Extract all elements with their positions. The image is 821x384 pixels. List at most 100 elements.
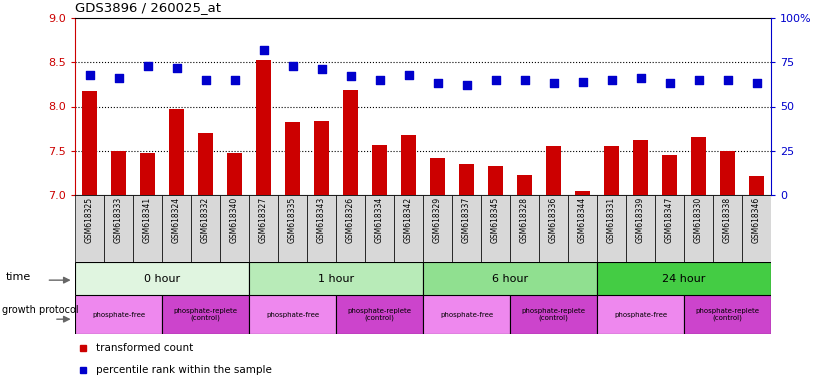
Bar (684, 195, 713, 262)
Bar (713, 195, 742, 262)
Text: 0 hour: 0 hour (144, 273, 180, 283)
Text: GDS3896 / 260025_at: GDS3896 / 260025_at (75, 1, 221, 14)
Text: GSM618341: GSM618341 (143, 197, 152, 243)
Point (518, 77, 531, 83)
Text: 6 hour: 6 hour (492, 273, 528, 283)
Bar (632, 140, 649, 195)
Bar (684, 295, 771, 334)
Bar (81, 91, 98, 195)
Text: GSM618340: GSM618340 (230, 197, 239, 243)
Bar (75, 195, 104, 262)
Bar (336, 195, 365, 262)
Bar (626, 195, 655, 262)
Bar (249, 195, 278, 262)
Bar (162, 195, 191, 262)
Point (634, 75, 647, 81)
Bar (394, 195, 423, 262)
Text: GSM618344: GSM618344 (578, 197, 587, 243)
Bar (516, 175, 533, 195)
Point (373, 77, 386, 83)
Text: phosphate-free: phosphate-free (440, 311, 493, 318)
Text: GSM618327: GSM618327 (259, 197, 268, 243)
Text: GSM618330: GSM618330 (694, 197, 703, 243)
Text: phosphate-replete
(control): phosphate-replete (control) (695, 308, 759, 321)
Bar (168, 109, 185, 195)
Bar (307, 195, 336, 262)
Bar (336, 295, 423, 334)
Bar (662, 155, 677, 195)
Point (199, 77, 212, 83)
Bar (429, 158, 446, 195)
Bar (278, 195, 307, 262)
Point (257, 47, 270, 53)
Bar (655, 195, 684, 262)
Text: GSM618332: GSM618332 (201, 197, 210, 243)
Point (170, 65, 183, 71)
Text: GSM618329: GSM618329 (433, 197, 442, 243)
Bar (111, 151, 126, 195)
Bar (75, 262, 249, 295)
Bar (575, 190, 590, 195)
Point (721, 77, 734, 83)
Bar (342, 90, 359, 195)
Bar (372, 146, 388, 195)
Point (692, 77, 705, 83)
Point (83, 71, 96, 78)
Text: GSM618347: GSM618347 (665, 197, 674, 243)
Bar (198, 133, 213, 195)
Bar (191, 195, 220, 262)
Bar (597, 195, 626, 262)
Bar (423, 262, 597, 295)
Bar (162, 295, 249, 334)
Text: percentile rank within the sample: percentile rank within the sample (95, 365, 272, 375)
Bar (597, 295, 684, 334)
Bar (423, 195, 452, 262)
Point (460, 82, 473, 88)
Text: phosphate-free: phosphate-free (92, 311, 145, 318)
Text: phosphate-replete
(control): phosphate-replete (control) (521, 308, 585, 321)
Point (547, 80, 560, 86)
Point (286, 63, 299, 69)
Bar (488, 166, 503, 195)
Point (576, 79, 589, 85)
Text: growth protocol: growth protocol (2, 305, 78, 315)
Text: GSM618342: GSM618342 (404, 197, 413, 243)
Text: GSM618326: GSM618326 (346, 197, 355, 243)
Bar (227, 153, 242, 195)
Text: GSM618331: GSM618331 (607, 197, 616, 243)
Text: phosphate-replete
(control): phosphate-replete (control) (347, 308, 411, 321)
Point (141, 63, 154, 69)
Bar (452, 195, 481, 262)
Text: GSM618337: GSM618337 (462, 197, 471, 243)
Text: phosphate-free: phosphate-free (266, 311, 319, 318)
Bar (104, 195, 133, 262)
Text: GSM618339: GSM618339 (636, 197, 645, 243)
Text: GSM618336: GSM618336 (549, 197, 558, 243)
Bar (75, 295, 162, 334)
Text: GSM618325: GSM618325 (85, 197, 94, 243)
Text: transformed count: transformed count (95, 343, 193, 353)
Text: GSM618324: GSM618324 (172, 197, 181, 243)
Text: GSM618338: GSM618338 (723, 197, 732, 243)
Bar (249, 262, 423, 295)
Text: GSM618333: GSM618333 (114, 197, 123, 243)
Bar (597, 262, 771, 295)
Bar (603, 146, 620, 195)
Point (750, 80, 763, 86)
Bar (545, 146, 562, 195)
Bar (510, 295, 597, 334)
Point (489, 77, 502, 83)
Text: time: time (6, 272, 31, 282)
Bar (568, 195, 597, 262)
Bar (458, 164, 475, 195)
Text: phosphate-replete
(control): phosphate-replete (control) (173, 308, 237, 321)
Bar (742, 195, 771, 262)
Bar (539, 195, 568, 262)
Bar (249, 295, 336, 334)
Point (402, 71, 415, 78)
Bar (314, 121, 329, 195)
Point (431, 80, 444, 86)
Bar (423, 295, 510, 334)
Bar (510, 195, 539, 262)
Bar (749, 175, 764, 195)
